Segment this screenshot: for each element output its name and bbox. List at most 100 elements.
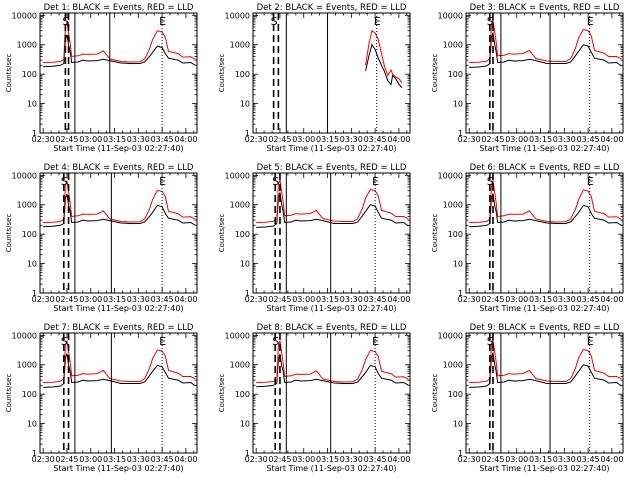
events-line-det-7 <box>43 353 196 388</box>
x-tick-label-det-5: 03:15 <box>316 295 339 304</box>
x-tick-label-det-4: 03:00 <box>79 295 102 304</box>
y-axis-label-det-8: Counts/sec <box>218 374 226 413</box>
events-line-det-3 <box>469 31 622 68</box>
events-line-det-8 <box>256 353 409 388</box>
x-tick-label-det-3: 02:45 <box>481 135 504 144</box>
plot-frame-det-7 <box>39 332 198 454</box>
y-tick-label-det-5: 100 <box>235 230 250 239</box>
y-tick-label-det-5: 10 <box>240 260 250 269</box>
x-axis-label-det-2: Start Time (11-Sep-03 02:27:40) <box>266 144 396 153</box>
x-tick-label-det-7: 03:45 <box>151 455 174 464</box>
x-tick-label-det-7: 03:15 <box>103 455 126 464</box>
y-tick-label-det-5: 1 <box>245 289 250 298</box>
marker-label-s-det-3: S <box>487 15 494 28</box>
y-tick-label-det-2: 10 <box>240 100 250 109</box>
y-tick-label-det-1: 100 <box>22 70 37 79</box>
marker-label-e-det-8: E <box>372 335 379 348</box>
x-tick-label-det-2: 03:45 <box>364 135 387 144</box>
y-axis-label-det-4: Counts/sec <box>5 214 13 253</box>
y-axis-label-det-6: Counts/sec <box>431 214 439 253</box>
x-tick-label-det-1: 02:45 <box>55 135 78 144</box>
x-tick-label-det-9: 04:00 <box>600 455 623 464</box>
x-tick-label-det-2: 02:30 <box>245 135 268 144</box>
x-tick-label-det-1: 03:15 <box>103 135 126 144</box>
y-tick-label-det-8: 1000 <box>230 361 250 370</box>
y-tick-label-det-6: 10000 <box>438 171 463 180</box>
x-tick-label-det-9: 03:30 <box>553 455 576 464</box>
y-tick-label-det-1: 10000 <box>12 11 37 20</box>
x-tick-label-det-2: 04:00 <box>387 135 410 144</box>
x-tick-label-det-9: 03:15 <box>529 455 552 464</box>
x-axis-label-det-8: Start Time (11-Sep-03 02:27:40) <box>266 464 396 473</box>
x-axis-label-det-3: Start Time (11-Sep-03 02:27:40) <box>479 144 609 153</box>
y-tick-label-det-4: 10000 <box>12 171 37 180</box>
events-line-det-6 <box>469 193 622 228</box>
lld-line-det-4 <box>43 180 196 223</box>
x-tick-label-det-1: 04:00 <box>174 135 197 144</box>
panel-title-det-2: Det 2: BLACK = Events, RED = LLD <box>257 3 407 13</box>
x-tick-label-det-7: 04:00 <box>174 455 197 464</box>
x-tick-label-det-6: 04:00 <box>600 295 623 304</box>
plot-frame-det-3 <box>465 12 624 134</box>
x-tick-label-det-2: 02:45 <box>268 135 291 144</box>
x-tick-label-det-6: 02:45 <box>481 295 504 304</box>
x-tick-label-det-3: 03:15 <box>529 135 552 144</box>
y-tick-label-det-7: 10 <box>27 420 37 429</box>
lld-line-det-8 <box>256 340 409 383</box>
events-line-det-5 <box>256 192 409 228</box>
y-tick-label-det-9: 1 <box>458 449 463 458</box>
x-axis-label-det-6: Start Time (11-Sep-03 02:27:40) <box>479 304 609 313</box>
y-tick-label-det-2: 1000 <box>230 41 250 50</box>
x-tick-label-det-7: 03:00 <box>79 455 102 464</box>
y-tick-label-det-2: 10000 <box>225 11 250 20</box>
x-tick-label-det-3: 03:45 <box>577 135 600 144</box>
x-tick-label-det-3: 03:00 <box>505 135 528 144</box>
plot-frame-det-9 <box>465 332 624 454</box>
panel-title-det-9: Det 9: BLACK = Events, RED = LLD <box>470 323 620 333</box>
x-tick-label-det-1: 03:00 <box>79 135 102 144</box>
y-tick-label-det-3: 1000 <box>443 41 463 50</box>
y-tick-label-det-9: 1000 <box>443 361 463 370</box>
y-tick-label-det-7: 100 <box>22 390 37 399</box>
y-tick-label-det-7: 1 <box>32 449 37 458</box>
x-tick-label-det-1: 03:30 <box>127 135 150 144</box>
marker-label-s-det-9: S <box>487 335 494 348</box>
x-tick-label-det-5: 02:30 <box>245 295 268 304</box>
y-tick-label-det-9: 10000 <box>438 331 463 340</box>
plot-frame-det-6 <box>465 172 624 294</box>
y-tick-label-det-2: 100 <box>235 70 250 79</box>
y-tick-label-det-4: 10 <box>27 260 37 269</box>
y-tick-label-det-4: 100 <box>22 230 37 239</box>
plot-frame-det-4 <box>39 172 198 294</box>
x-tick-label-det-8: 03:15 <box>316 455 339 464</box>
x-axis-label-det-4: Start Time (11-Sep-03 02:27:40) <box>53 304 183 313</box>
x-tick-label-det-3: 04:00 <box>600 135 623 144</box>
y-tick-label-det-1: 10 <box>27 100 37 109</box>
y-tick-label-det-1: 1000 <box>17 41 37 50</box>
y-tick-label-det-8: 10000 <box>225 331 250 340</box>
x-tick-label-det-5: 02:45 <box>268 295 291 304</box>
marker-label-e-det-1: E <box>159 15 166 28</box>
x-tick-label-det-1: 03:45 <box>151 135 174 144</box>
panel-title-det-7: Det 7: BLACK = Events, RED = LLD <box>44 323 194 333</box>
x-tick-label-det-4: 02:45 <box>55 295 78 304</box>
panel-title-det-4: Det 4: BLACK = Events, RED = LLD <box>44 163 194 173</box>
y-tick-label-det-9: 100 <box>448 390 463 399</box>
plot-frame-det-2 <box>252 12 411 134</box>
marker-label-e-det-6: E <box>587 175 594 188</box>
marker-label-e-det-5: E <box>372 175 379 188</box>
x-tick-label-det-5: 04:00 <box>387 295 410 304</box>
x-tick-label-det-6: 03:00 <box>505 295 528 304</box>
y-axis-label-det-5: Counts/sec <box>218 214 226 253</box>
x-tick-label-det-7: 03:30 <box>127 455 150 464</box>
panel-title-det-5: Det 5: BLACK = Events, RED = LLD <box>257 163 407 173</box>
x-tick-label-det-4: 03:30 <box>127 295 150 304</box>
y-tick-label-det-1: 1 <box>32 129 37 138</box>
y-tick-label-det-6: 1 <box>458 289 463 298</box>
